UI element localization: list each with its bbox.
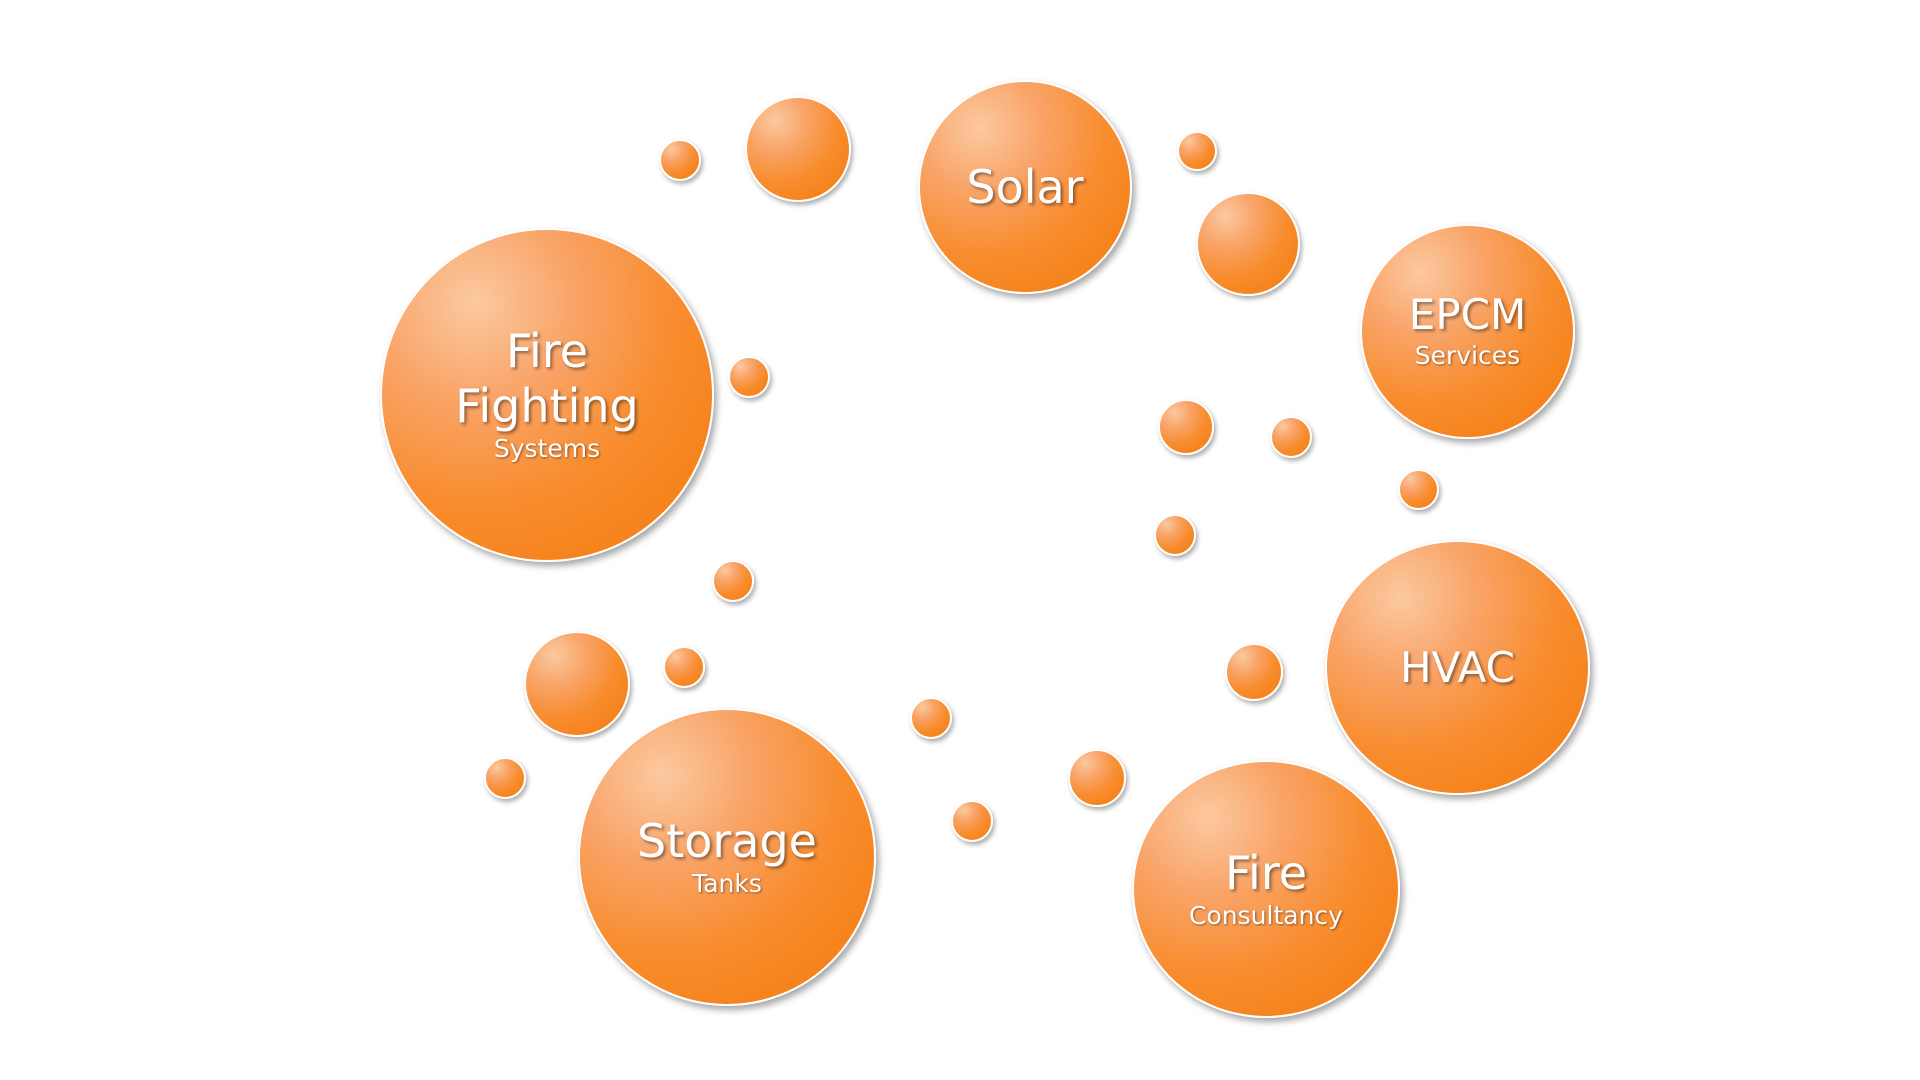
decorative-dot [951,800,993,842]
bubble-fire-consultancy-subtitle: Consultancy [1189,900,1343,930]
bubble-storage-subtitle: Tanks [692,868,762,898]
bubble-fire-consultancy-title: Fire [1224,845,1308,900]
decorative-dot [1068,749,1126,807]
decorative-dot [728,356,770,398]
decorative-dot [663,646,705,688]
bubble-hvac: HVAC [1325,540,1590,795]
decorative-dot [1225,643,1283,701]
decorative-dot [1158,399,1214,455]
decorative-dot [524,631,630,737]
decorative-dot [1398,469,1439,510]
bubble-hvac-title: HVAC [1400,642,1515,692]
decorative-dot [1270,416,1312,458]
bubble-epcm-title: EPCM [1408,290,1527,340]
decorative-dot [745,96,851,202]
bubble-fire-fighting-systems: Fire Fighting Systems [380,228,714,562]
decorative-dot [910,697,952,739]
bubble-storage-title: Storage [637,813,817,868]
bubble-solar-title: Solar [966,159,1084,214]
bubble-storage-tanks: Storage Tanks [578,708,876,1006]
decorative-dot [1196,192,1300,296]
bubble-fire-fighting-title: Fire Fighting [455,324,639,433]
decorative-dot [484,757,526,799]
bubble-fire-consultancy: Fire Consultancy [1132,760,1400,1018]
bubble-epcm-subtitle: Services [1414,341,1521,371]
decorative-dot [1154,514,1196,556]
bubble-epcm-services: EPCM Services [1360,224,1575,439]
decorative-dot [659,139,701,181]
decorative-dot [1177,131,1217,171]
decorative-dot [712,560,754,602]
bubble-solar: Solar [918,80,1132,294]
bubble-fire-fighting-subtitle: Systems [493,434,601,464]
